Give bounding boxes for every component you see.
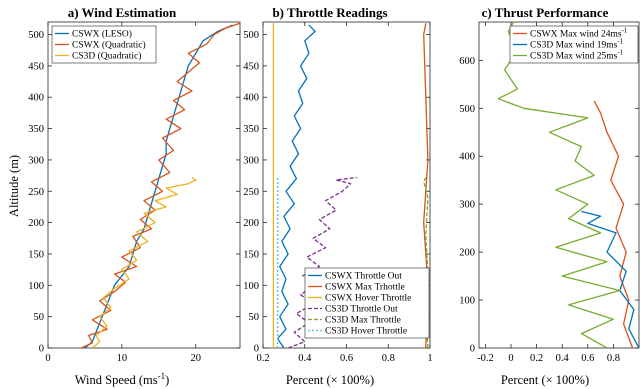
panel-c-legend-label: CS3D Max wind 19ms-1 bbox=[530, 38, 624, 51]
panel-c-xtick-label: -0.2 bbox=[477, 353, 494, 364]
panel-b-ytick-label: 250 bbox=[243, 187, 259, 198]
panel-a-ytick-label: 450 bbox=[28, 61, 44, 72]
panel-c-ytick-label: 300 bbox=[459, 200, 475, 211]
panel-a-ytick-label: 350 bbox=[28, 124, 44, 135]
panel-a-title: a) Wind Estimation bbox=[68, 5, 177, 20]
panel-a-ytick-label: 50 bbox=[34, 312, 45, 323]
panel-a-ylabel: Altitude (m) bbox=[7, 155, 21, 217]
panel-c-series-line bbox=[581, 210, 639, 348]
panel-c-axes-box bbox=[478, 21, 640, 349]
panel-c: c) Thrust Performance -0.2 0 0.2 0.4 0.6 0.80… bbox=[459, 5, 640, 387]
panel-b-ytick-label: 500 bbox=[243, 30, 259, 41]
panel-b-ytick-label: 0 bbox=[254, 344, 259, 355]
panel-c-legend-box bbox=[509, 25, 639, 64]
panel-b-ytick-label: 200 bbox=[243, 218, 259, 229]
panel-b-xlabel: Percent (× 100%) bbox=[286, 373, 374, 387]
panel-b-xtick-label: 0.6 bbox=[340, 353, 353, 364]
panel-b-ytick-label: 350 bbox=[243, 124, 259, 135]
panel-c-xtick-label: 0 bbox=[508, 353, 513, 364]
panel-b-xtick-label: 0.2 bbox=[256, 353, 269, 364]
panel-a-ytick-label: 250 bbox=[28, 187, 44, 198]
panel-b-legend-label: CS3D Hover Throttle bbox=[325, 327, 407, 337]
panel-a-axes-box bbox=[47, 21, 241, 349]
panel-b-xtick-label: 0.8 bbox=[382, 353, 395, 364]
panel-c-xtick-label: 0.6 bbox=[581, 353, 594, 364]
panel-c-xtick-label: 0.8 bbox=[607, 353, 620, 364]
panel-a-legend: CSWX (LESO)CSWX (Quadratic)CS3D (Quadrat… bbox=[51, 25, 157, 64]
panel-c-legend-label: CSWX Max wind 24ms-1 bbox=[530, 27, 628, 40]
panel-b-xtick-label: 0.4 bbox=[298, 353, 312, 364]
panel-b-legend-label: CSWX Throttle Out bbox=[325, 272, 402, 282]
panel-a-ytick-label: 500 bbox=[28, 30, 44, 41]
panel-c-ytick-label: 0 bbox=[470, 344, 475, 355]
panel-c-plot: -0.2 0 0.2 0.4 0.6 0.80100200300400500600CSWX… bbox=[459, 21, 640, 364]
panel-b-ytick-label: 450 bbox=[243, 61, 259, 72]
panel-b-title: b) Throttle Readings bbox=[272, 5, 387, 20]
panel-a-legend-label: CS3D (Quadratic) bbox=[72, 51, 141, 62]
panel-b: b) Throttle Readings 0.2 0.4 0.6 0.8 1 0 50 100… bbox=[243, 5, 432, 387]
panel-b-ytick-label: 100 bbox=[243, 281, 259, 292]
panel-a-series-line bbox=[91, 176, 197, 348]
panel-c-ytick-label: 500 bbox=[459, 104, 475, 115]
panel-b-xtick-label: 1 bbox=[427, 353, 432, 364]
panel-b-ytick-label: 300 bbox=[243, 155, 259, 166]
panel-b-legend-label: CS3D Throttle Out bbox=[325, 305, 398, 315]
panel-b-series-line bbox=[276, 24, 316, 348]
panel-a-ytick-label: 200 bbox=[28, 218, 44, 229]
panel-a-legend-box bbox=[51, 25, 157, 64]
panel-b-legend-box bbox=[304, 267, 430, 339]
panel-c-series-line bbox=[593, 100, 634, 348]
panel-a-ytick-label: 300 bbox=[28, 155, 44, 166]
panel-a-xtick-label: 10 bbox=[117, 353, 128, 364]
panel-a-xtick-label: 20 bbox=[190, 353, 201, 364]
panel-a: a) Wind Estimation 0 10 200501001502002503… bbox=[7, 5, 241, 387]
panel-c-legend-label: CS3D Max wind 25ms-1 bbox=[530, 49, 624, 62]
panel-b-ytick-label: 150 bbox=[243, 249, 259, 260]
panel-c-xtick-label: 0.4 bbox=[556, 353, 570, 364]
panel-a-legend-label: CSWX (LESO) bbox=[72, 29, 132, 40]
panel-b-legend-label: CSWX Hover Throttle bbox=[325, 294, 411, 304]
panel-a-ytick-label: 100 bbox=[28, 281, 44, 292]
panel-c-ytick-label: 200 bbox=[459, 248, 475, 259]
panel-a-xlabel: Wind Speed (ms-1) bbox=[75, 371, 170, 387]
panel-a-series-line bbox=[80, 22, 240, 348]
panel-a-ytick-label: 400 bbox=[28, 93, 44, 104]
panel-c-title: c) Thrust Performance bbox=[482, 5, 609, 20]
panel-c-xtick-label: 0.2 bbox=[530, 353, 543, 364]
panel-a-series-group bbox=[80, 22, 240, 348]
panel-a-legend-label: CSWX (Quadratic) bbox=[72, 40, 146, 51]
panel-c-series-line bbox=[497, 22, 621, 348]
panel-b-legend-label: CSWX Max Trhottle bbox=[325, 283, 405, 293]
panel-c-xlabel: Percent (× 100%) bbox=[501, 373, 589, 387]
panel-b-ytick-label: 400 bbox=[243, 93, 259, 104]
panel-a-ytick-label: 150 bbox=[28, 249, 44, 260]
panel-b-ytick-label: 50 bbox=[249, 312, 260, 323]
panel-c-ytick-label: 100 bbox=[459, 296, 475, 307]
panel-a-ytick-label: 0 bbox=[39, 344, 44, 355]
panel-a-series-line bbox=[84, 24, 233, 348]
panel-c-series-group bbox=[497, 22, 639, 348]
panel-a-xtick-label: 0 bbox=[45, 353, 50, 364]
panel-c-ytick-label: 400 bbox=[459, 152, 475, 163]
panel-b-plot: 0.2 0.4 0.6 0.8 1 0 50 100 150 200 250 300 350 400 450… bbox=[243, 21, 433, 364]
panel-b-legend-label: CS3D Max Throttle bbox=[325, 316, 401, 326]
panel-c-ytick-label: 600 bbox=[459, 56, 475, 67]
